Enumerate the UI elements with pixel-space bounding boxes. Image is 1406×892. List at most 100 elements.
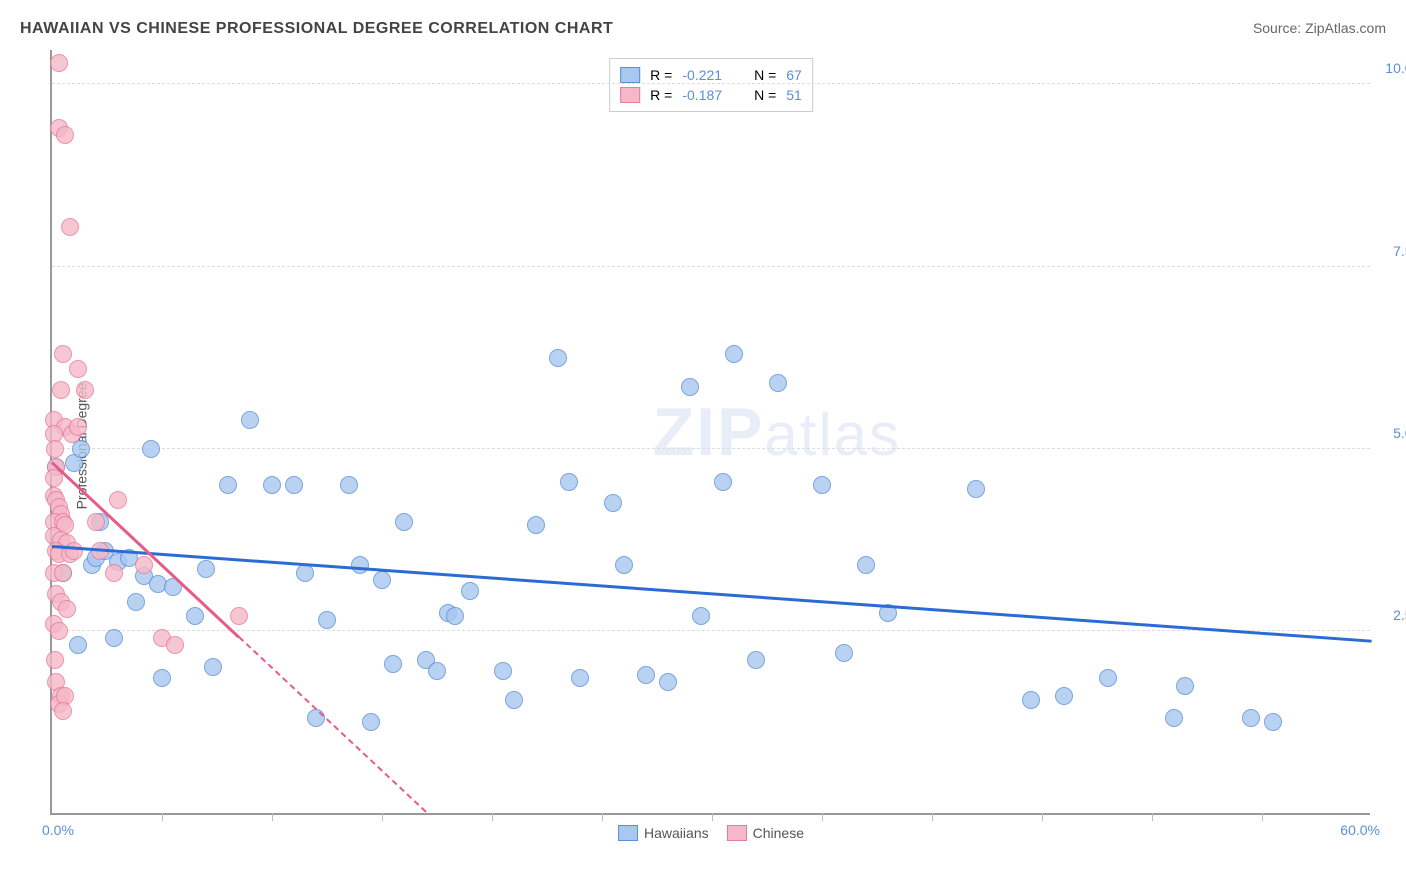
scatter-point [109,491,127,509]
scatter-point [318,611,336,629]
scatter-point [384,655,402,673]
x-axis-max-label: 60.0% [1340,822,1380,838]
legend-series-item: Chinese [727,825,804,841]
scatter-point [1165,709,1183,727]
scatter-point [142,440,160,458]
scatter-point [54,702,72,720]
scatter-point [197,560,215,578]
watermark-light: atlas [764,401,901,468]
scatter-point [186,607,204,625]
scatter-point [615,556,633,574]
trend-line [52,545,1372,642]
scatter-point [61,218,79,236]
scatter-point [967,480,985,498]
x-tick-mark [932,813,933,821]
scatter-point [52,381,70,399]
y-tick-label: 5.0% [1393,425,1406,441]
scatter-point [857,556,875,574]
scatter-point [230,607,248,625]
scatter-point [50,54,68,72]
legend-r-label: R = [650,87,672,103]
scatter-point [362,713,380,731]
legend-n-value: 51 [786,87,802,103]
x-tick-mark [712,813,713,821]
source-prefix: Source: [1253,20,1305,36]
scatter-point [285,476,303,494]
scatter-point [692,607,710,625]
scatter-point [219,476,237,494]
scatter-point [69,418,87,436]
chart-title: HAWAIIAN VS CHINESE PROFESSIONAL DEGREE … [20,20,613,38]
scatter-point [725,345,743,363]
scatter-point [58,600,76,618]
scatter-point [494,662,512,680]
scatter-point [813,476,831,494]
y-tick-label: 2.5% [1393,607,1406,623]
scatter-point [351,556,369,574]
scatter-point [659,673,677,691]
x-tick-mark [602,813,603,821]
scatter-point [50,622,68,640]
y-tick-label: 7.5% [1393,243,1406,259]
scatter-point [428,662,446,680]
scatter-point [549,349,567,367]
legend-swatch [727,825,747,841]
scatter-point [835,644,853,662]
scatter-point [769,374,787,392]
legend-stats: R = -0.221N = 67R = -0.187N = 51 [609,58,813,112]
scatter-point [1022,691,1040,709]
scatter-point [69,636,87,654]
scatter-point [560,473,578,491]
scatter-point [461,582,479,600]
x-tick-mark [1042,813,1043,821]
legend-stats-row: R = -0.187N = 51 [620,85,802,105]
scatter-point [714,473,732,491]
scatter-point [241,411,259,429]
scatter-point [65,542,83,560]
scatter-point [56,126,74,144]
legend-r-value: -0.221 [682,67,722,83]
legend-stats-row: R = -0.221N = 67 [620,65,802,85]
scatter-point [263,476,281,494]
legend-r-label: R = [650,67,672,83]
scatter-point [505,691,523,709]
scatter-point [1055,687,1073,705]
watermark-bold: ZIP [653,394,765,470]
scatter-point [54,345,72,363]
legend-series-item: Hawaiians [618,825,709,841]
source-name: ZipAtlas.com [1305,20,1386,36]
gridline-horizontal [52,83,1370,84]
scatter-point [637,666,655,684]
scatter-point [1264,713,1282,731]
legend-n-value: 67 [786,67,802,83]
scatter-point [105,629,123,647]
scatter-point [395,513,413,531]
scatter-point [571,669,589,687]
scatter-point [340,476,358,494]
gridline-horizontal [52,266,1370,267]
gridline-horizontal [52,630,1370,631]
gridline-horizontal [52,448,1370,449]
x-tick-mark [272,813,273,821]
scatter-point [681,378,699,396]
scatter-point [153,669,171,687]
scatter-point [135,556,153,574]
scatter-point [69,360,87,378]
legend-n-label: N = [754,87,776,103]
scatter-point [373,571,391,589]
scatter-point [307,709,325,727]
scatter-point [747,651,765,669]
scatter-point [46,440,64,458]
scatter-plot: ZIPatlas R = -0.221N = 67R = -0.187N = 5… [50,50,1370,815]
x-axis-min-label: 0.0% [42,822,74,838]
scatter-point [204,658,222,676]
x-tick-mark [492,813,493,821]
watermark: ZIPatlas [653,393,902,471]
scatter-point [1242,709,1260,727]
scatter-point [296,564,314,582]
scatter-point [527,516,545,534]
scatter-point [446,607,464,625]
legend-swatch [618,825,638,841]
x-tick-mark [822,813,823,821]
scatter-point [1099,669,1117,687]
